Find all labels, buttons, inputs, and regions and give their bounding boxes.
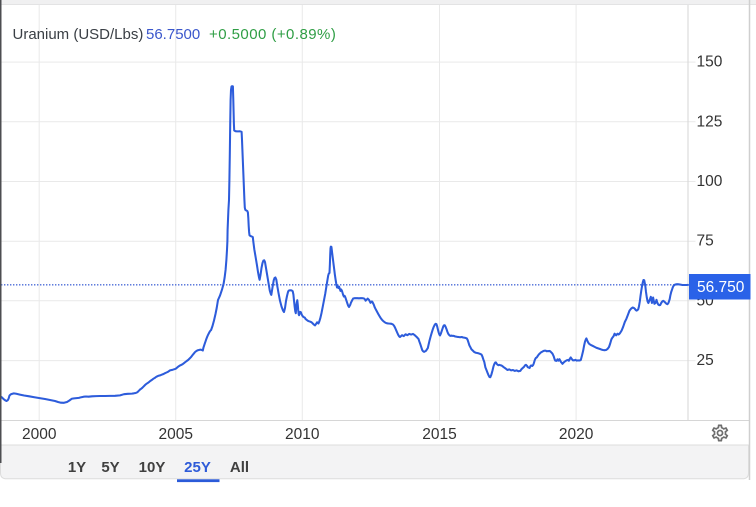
svg-text:10Y: 10Y <box>139 459 166 476</box>
svg-text:25Y: 25Y <box>184 459 211 476</box>
svg-text:Uranium (USD/Lbs): Uranium (USD/Lbs) <box>13 26 144 43</box>
svg-text:56.750: 56.750 <box>697 279 745 296</box>
svg-text:125: 125 <box>697 113 723 130</box>
svg-text:75: 75 <box>697 233 714 250</box>
svg-text:100: 100 <box>697 173 723 190</box>
svg-text:All: All <box>230 459 249 476</box>
svg-text:150: 150 <box>697 54 723 71</box>
svg-text:2015: 2015 <box>422 426 456 443</box>
svg-text:2000: 2000 <box>22 426 57 443</box>
svg-text:+0.5000 (+0.89%): +0.5000 (+0.89%) <box>209 26 336 43</box>
svg-text:2010: 2010 <box>285 426 320 443</box>
svg-text:56.7500: 56.7500 <box>146 26 200 43</box>
svg-text:1Y: 1Y <box>68 459 86 476</box>
svg-text:5Y: 5Y <box>101 459 119 476</box>
svg-text:25: 25 <box>697 352 714 369</box>
svg-text:2020: 2020 <box>559 426 594 443</box>
svg-text:2005: 2005 <box>158 426 192 443</box>
